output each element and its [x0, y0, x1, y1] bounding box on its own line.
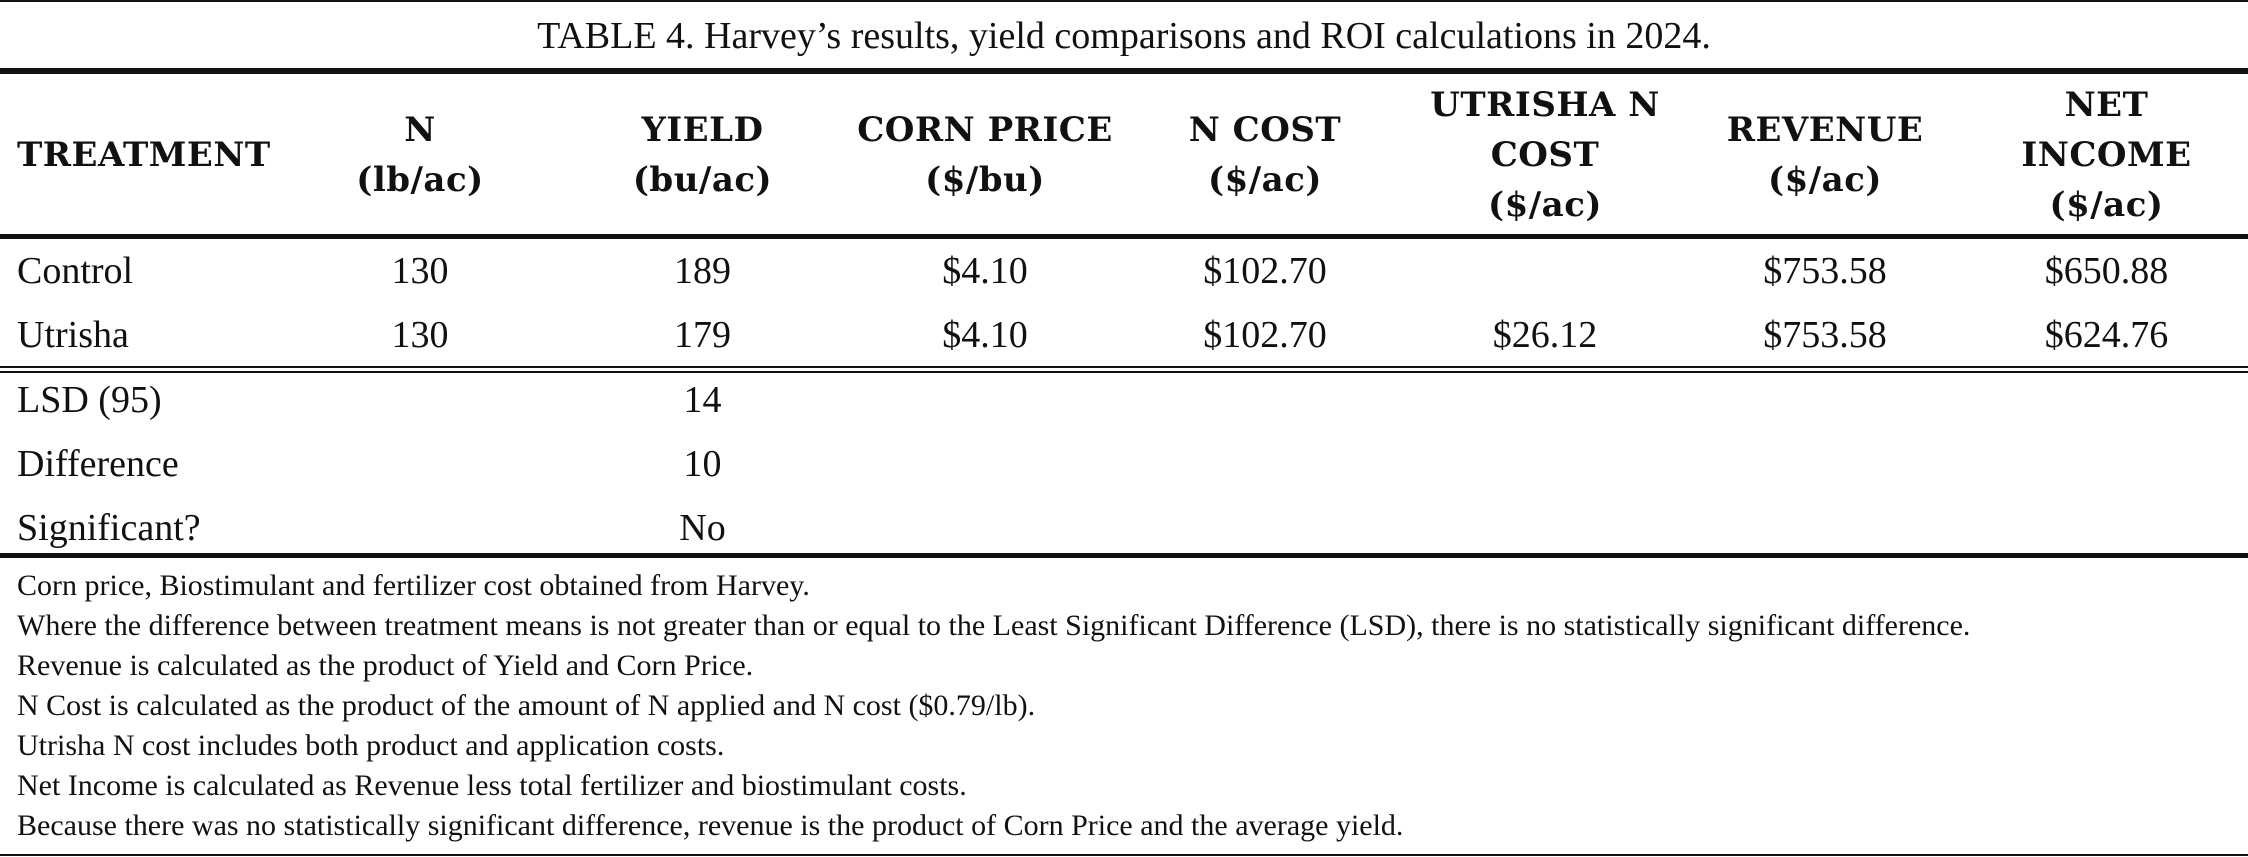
stat-difference-value: 10	[683, 443, 722, 485]
stat-significant-label: Significant?	[17, 507, 201, 549]
header-net-income: NET INCOME ($/ac)	[2021, 85, 2192, 225]
data-bottom-rule-1	[0, 366, 2248, 368]
row-utrisha-corn-price: $4.10	[942, 314, 1028, 356]
row-control-treatment: Control	[17, 250, 134, 292]
header-treatment: TREATMENT	[17, 135, 271, 175]
stats-bottom-rule	[0, 553, 2248, 558]
data-bottom-rule-2	[0, 371, 2248, 373]
row-utrisha-utrisha-cost: $26.12	[1492, 314, 1598, 356]
row-utrisha-net-income: $624.76	[2044, 314, 2169, 356]
note-item: Corn price, Biostimulant and fertilizer …	[17, 569, 810, 602]
row-utrisha-treatment: Utrisha	[17, 314, 129, 356]
row-control-revenue: $753.58	[1763, 250, 1887, 292]
header-revenue: REVENUE ($/ac)	[1726, 110, 1924, 200]
row-utrisha-n: 130	[391, 314, 449, 356]
header-n: N (lb/ac)	[356, 110, 484, 200]
row-control-n: 130	[391, 250, 449, 292]
stat-lsd-label: LSD (95)	[17, 379, 162, 421]
header-corn-price: CORN PRICE ($/bu)	[857, 110, 1113, 200]
row-control-net-income: $650.88	[2044, 250, 2169, 292]
stat-difference-label: Difference	[17, 443, 179, 485]
header-yield: YIELD (bu/ac)	[632, 110, 773, 200]
note-item: Revenue is calculated as the product of …	[17, 649, 754, 682]
note-item: Utrisha N cost includes both product and…	[17, 729, 725, 762]
stat-significant-value: No	[679, 507, 726, 549]
table-title: TABLE 4. Harvey’s results, yield compari…	[0, 0, 2248, 70]
row-utrisha-n-cost: $102.70	[1203, 314, 1327, 356]
row-utrisha-yield: 179	[674, 314, 731, 356]
row-control-n-cost: $102.70	[1203, 250, 1327, 292]
table-notes: Corn price, Biostimulant and fertilizer …	[17, 566, 2237, 846]
header-top-rule	[0, 68, 2248, 74]
header-bottom-rule	[0, 234, 2248, 239]
header-utrisha-n-cost: UTRISHA N COST ($/ac)	[1430, 85, 1660, 225]
header-n-cost: N COST ($/ac)	[1188, 110, 1342, 200]
table-bottom-rule	[0, 854, 2248, 856]
row-control-yield: 189	[674, 250, 731, 292]
stat-lsd-value: 14	[683, 379, 722, 421]
row-utrisha-revenue: $753.58	[1763, 314, 1887, 356]
note-item: Net Income is calculated as Revenue less…	[17, 769, 967, 802]
note-item: N Cost is calculated as the product of t…	[17, 689, 1036, 722]
note-item: Where the difference between treatment m…	[17, 609, 1971, 642]
row-control-utrisha-cost	[1405, 239, 1685, 303]
row-control-corn-price: $4.10	[942, 250, 1028, 292]
note-item: Because there was no statistically signi…	[17, 809, 1404, 842]
